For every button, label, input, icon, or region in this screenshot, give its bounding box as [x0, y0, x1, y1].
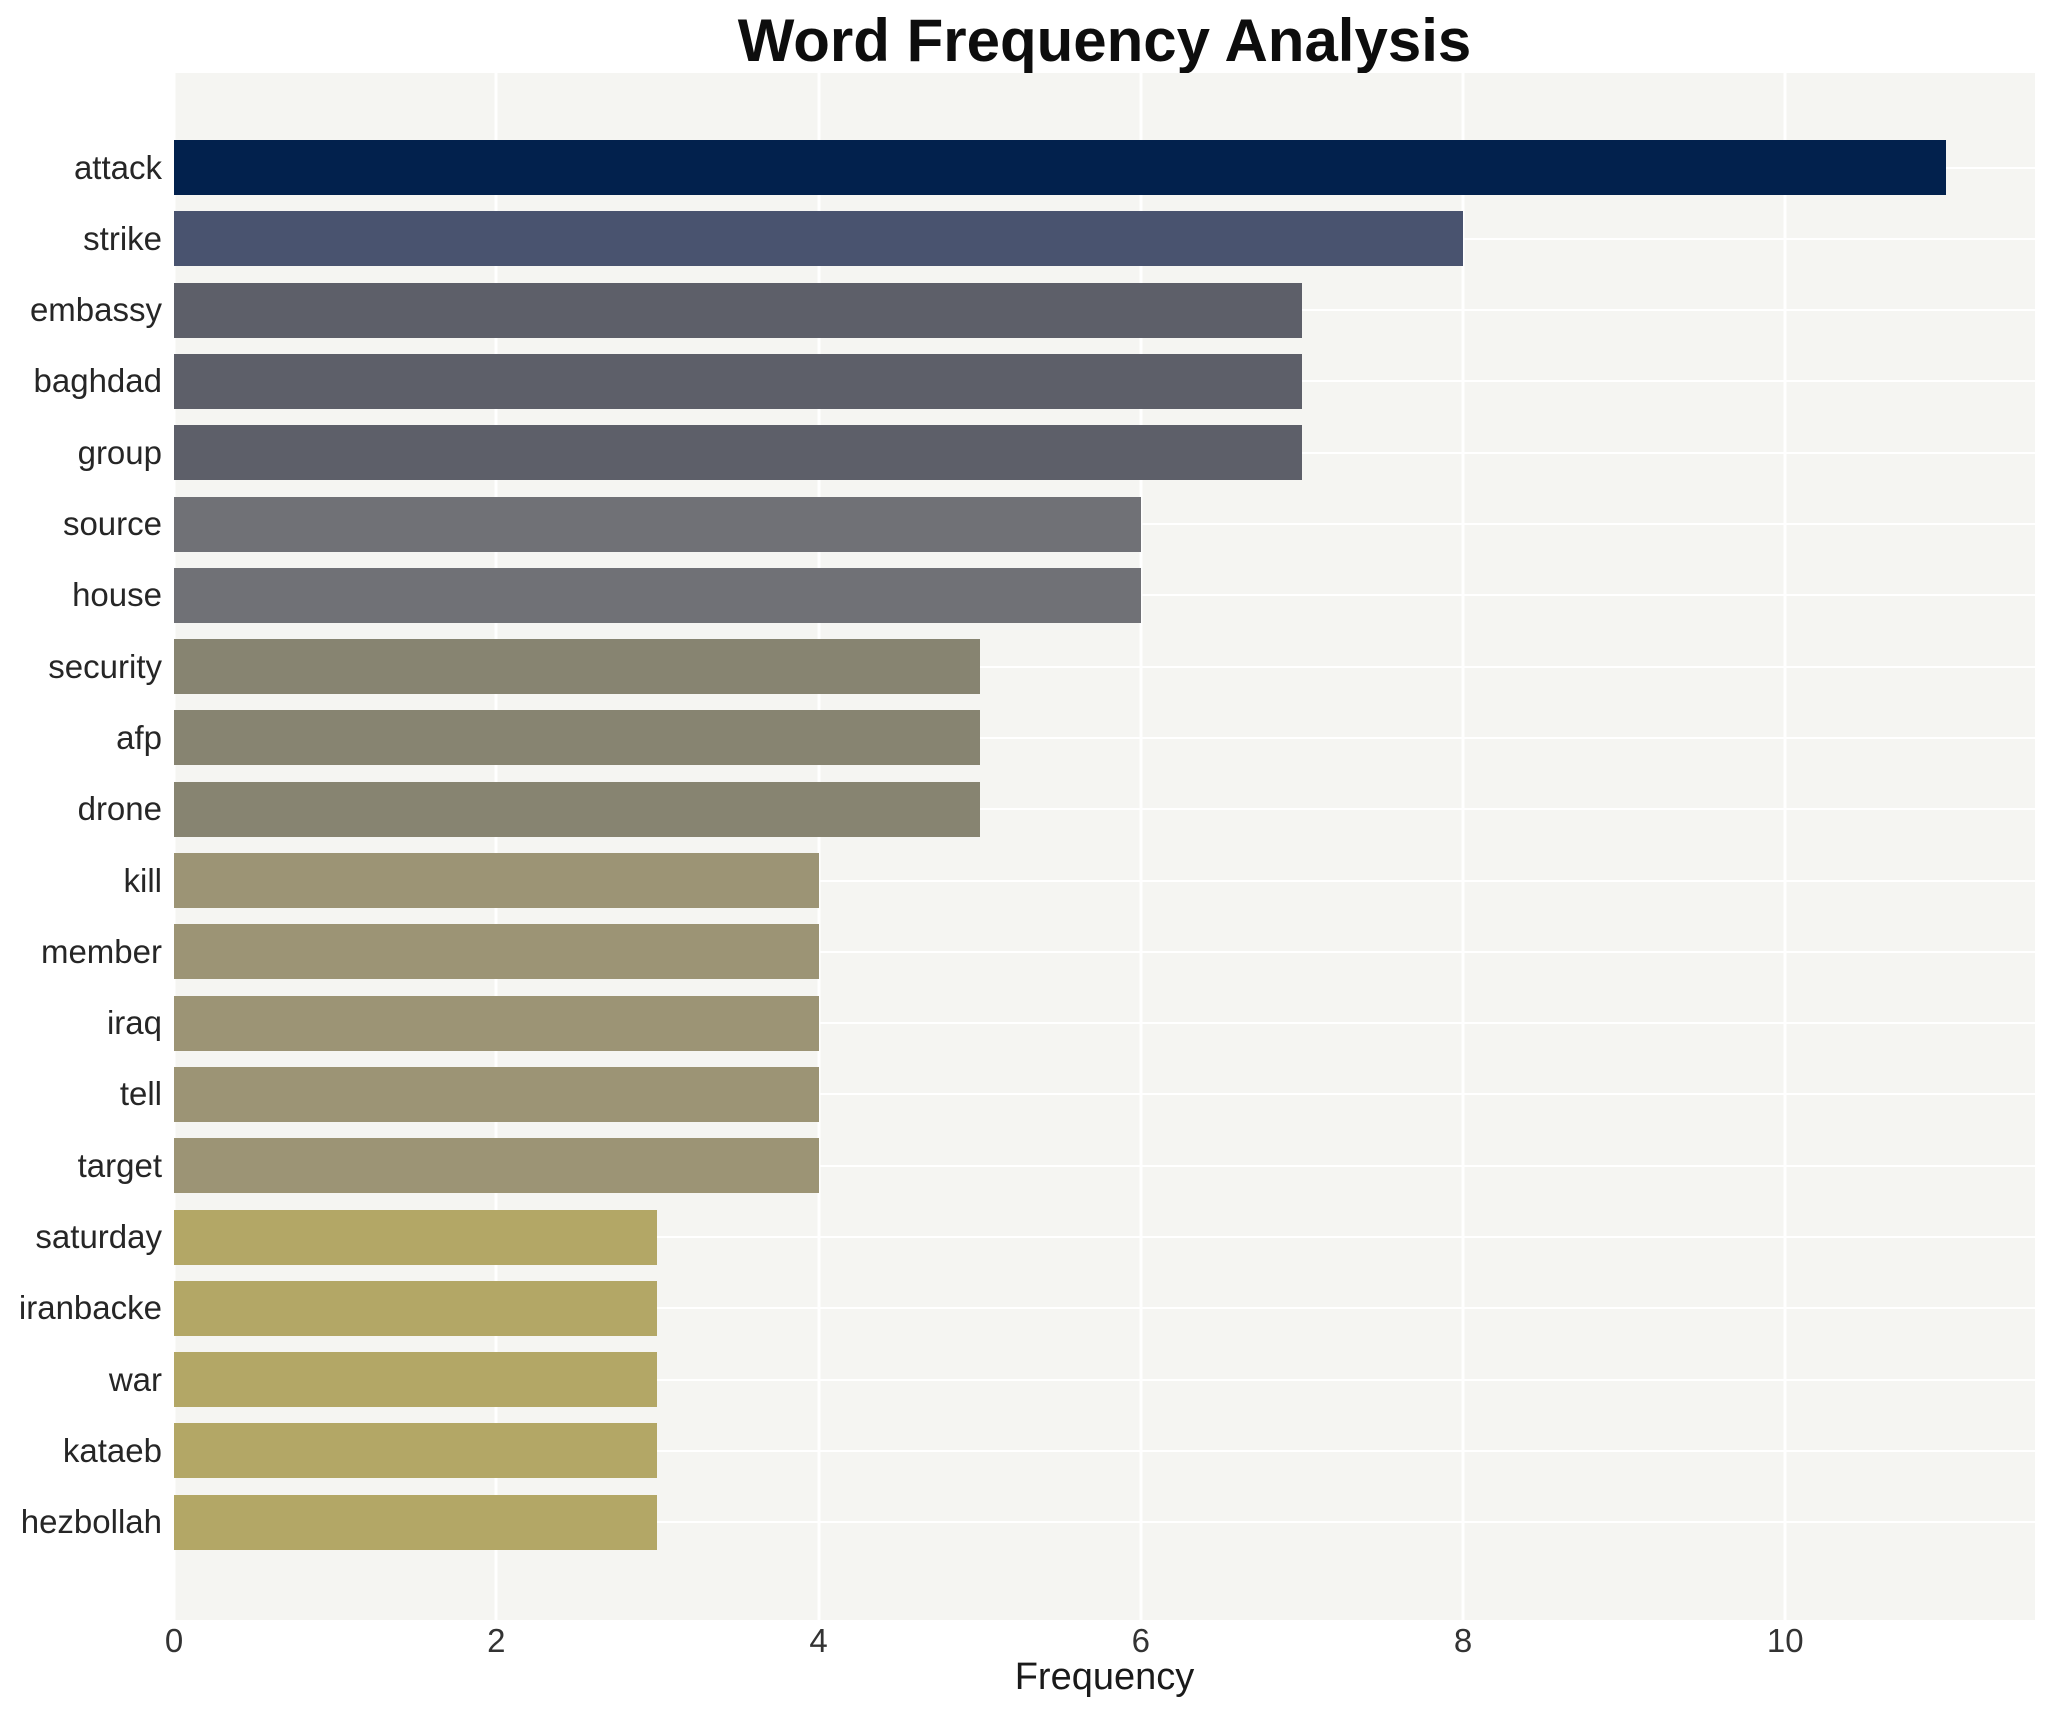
gridline-y [174, 1164, 2035, 1167]
y-axis-label-source: source [62, 505, 162, 542]
bar-member [174, 924, 819, 980]
bar-house [174, 567, 1141, 623]
chart-title: Word Frequency Analysis [737, 7, 1472, 74]
y-axis-label-security: security [48, 647, 162, 685]
y-axis-label-saturday: saturday [35, 1218, 162, 1255]
gridline-x-8 [1461, 73, 1465, 1620]
bar-kataeb [174, 1423, 658, 1479]
x-tick-label-10: 10 [1766, 1622, 1804, 1659]
gridline-y [174, 736, 2035, 739]
x-tick-label-4: 4 [809, 1622, 828, 1659]
y-axis-label-strike: strike [83, 219, 162, 257]
bar-afp [174, 710, 980, 766]
y-axis-label-kill: kill [123, 861, 163, 899]
y-axis-label-target: target [77, 1146, 162, 1184]
y-axis-label-group: group [77, 433, 162, 471]
gridline-y [174, 1093, 2035, 1096]
x-tick-label-2: 2 [487, 1622, 506, 1659]
gridline-y [174, 1378, 2035, 1381]
y-axis-label-iranbacke: iranbacke [18, 1289, 162, 1327]
x-axis-ticks: 0 2 4 6 8 10 [165, 1620, 2035, 1664]
x-tick-label-8: 8 [1453, 1622, 1473, 1659]
y-axis-labels: attack strike embassy baghdad group source hou… [0, 73, 162, 1620]
bar-baghdad [174, 353, 1302, 409]
gridline-y [174, 1307, 2035, 1310]
bar-source [174, 496, 1141, 552]
gridline-x-0 [174, 73, 176, 1620]
bar-group [174, 425, 1302, 481]
plot-area [174, 73, 2035, 1620]
bar-iraq [174, 995, 819, 1051]
y-axis-label-tell: tell [119, 1075, 162, 1113]
bar-security [174, 639, 980, 695]
gridline-y [174, 808, 2035, 811]
bar-iranbacke [174, 1280, 658, 1336]
gridline-x-10 [1783, 73, 1787, 1620]
bar-target [174, 1138, 819, 1194]
gridline-x-4 [817, 73, 820, 1620]
y-axis-label-hezbollah: hezbollah [20, 1503, 162, 1541]
bar-drone [174, 781, 980, 837]
y-axis-label-member: member [40, 932, 162, 970]
gridline-y [174, 950, 2035, 953]
gridline-y [174, 1236, 2035, 1238]
bar-war [174, 1352, 658, 1408]
gridline-x-2 [494, 73, 498, 1620]
x-axis-title: Frequency [1014, 1656, 1195, 1698]
x-tick-label-6: 6 [1131, 1622, 1150, 1659]
x-tick-label-0: 0 [164, 1622, 184, 1659]
y-axis-label-attack: attack [73, 148, 162, 186]
y-axis-label-house: house [72, 576, 162, 614]
bar-kill [174, 853, 819, 908]
gridline-y [174, 665, 2035, 668]
y-axis-label-baghdad: baghdad [33, 362, 162, 400]
gridline-y [174, 1521, 2035, 1524]
bar-embassy [174, 282, 1302, 338]
bar-strike [174, 211, 1463, 267]
y-axis-label-embassy: embassy [29, 291, 162, 329]
y-axis-label-afp: afp [116, 718, 162, 756]
y-axis-label-drone: drone [77, 790, 162, 828]
gridline-y [174, 1022, 2035, 1025]
y-axis-label-war: war [108, 1360, 162, 1398]
gridline-y [174, 879, 2035, 882]
bar-attack [174, 140, 1947, 195]
bar-tell [174, 1066, 819, 1122]
bar-hezbollah [174, 1494, 658, 1550]
bar-saturday [174, 1209, 658, 1265]
gridline-y [174, 1449, 2035, 1452]
y-axis-label-kataeb: kataeb [62, 1431, 162, 1469]
y-axis-label-iraq: iraq [106, 1004, 162, 1042]
gridline-x-6 [1139, 73, 1143, 1620]
